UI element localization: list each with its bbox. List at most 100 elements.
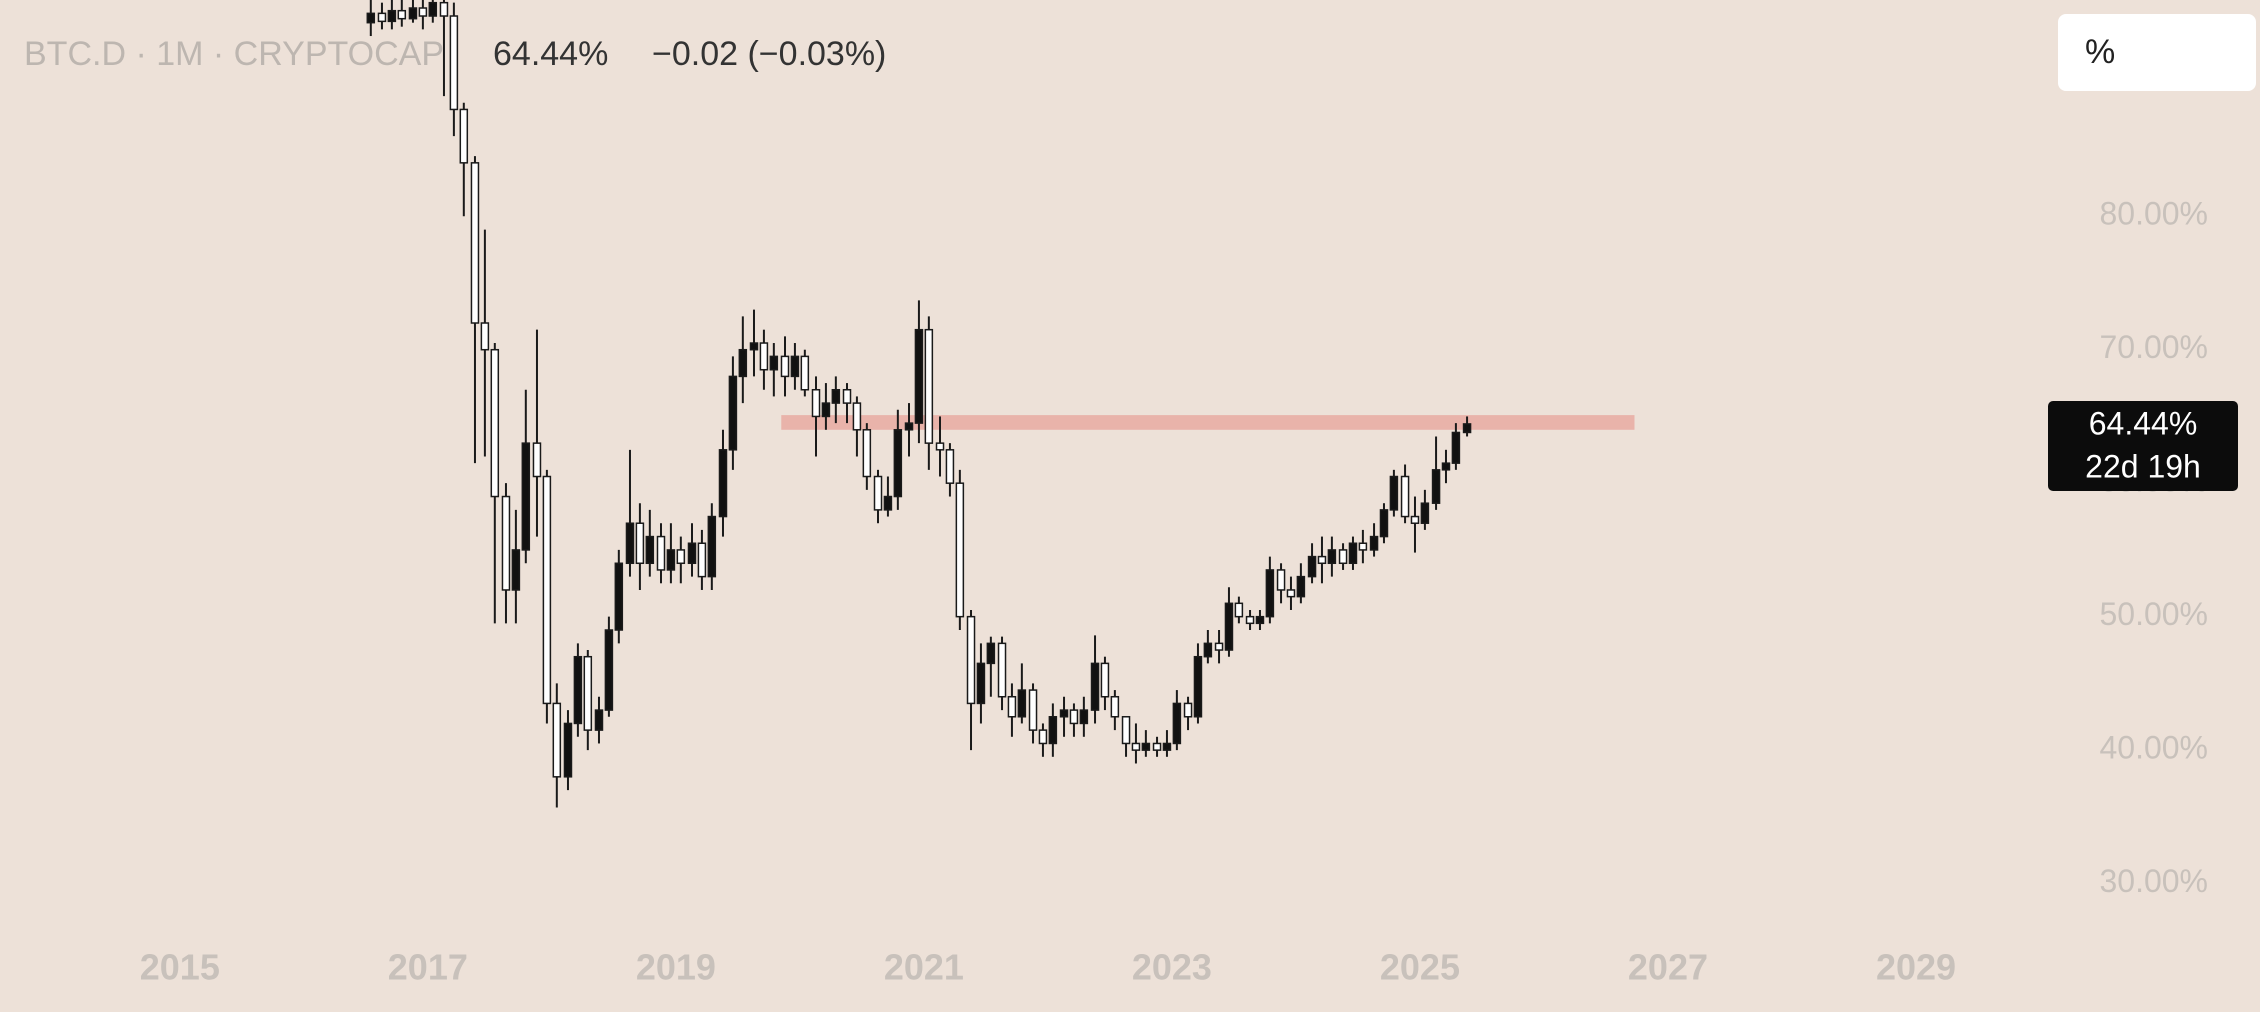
candle-body [842,388,852,404]
countdown: 22d 19h [2085,448,2201,484]
candle-body [852,402,862,431]
candle-body [955,482,965,618]
candle-body [1358,542,1368,551]
candle-body [945,449,955,484]
x-tick-label: 2023 [1132,947,1212,988]
candle-body [666,549,676,571]
candle-body [459,108,469,164]
candle-body [1245,615,1255,625]
candle-body [1451,431,1461,464]
candle-body [1059,709,1069,718]
candle-body [1431,469,1441,504]
candle-body [1276,569,1286,591]
candle-body [1141,742,1151,751]
candle-body [1090,662,1100,711]
candle-body [1121,716,1131,745]
candle-body [604,629,614,711]
x-tick-label: 2015 [140,947,220,988]
candle-body [542,475,552,705]
candle-body [1327,549,1337,565]
candle-body [408,7,418,20]
candle-body [1048,716,1058,745]
candle-body [635,522,645,565]
y-tick-label: 70.00% [2099,329,2208,365]
price-label: 64.44% [2089,405,2198,441]
candle-body [1317,555,1327,565]
x-tick-label: 2019 [636,947,716,988]
candle-body [873,475,883,511]
candle-body [966,615,976,705]
candle-body [366,12,376,24]
candle-body [449,15,459,111]
candle-body [594,709,604,731]
candle-body [976,662,986,705]
y-tick-label: 80.00% [2099,196,2208,232]
candle-body [800,355,810,391]
candle-body [614,562,624,631]
candle-body [1069,709,1079,725]
candle-body [1420,502,1430,524]
candle-body [470,162,480,324]
candle-body [883,495,893,511]
y-tick-label: 50.00% [2099,596,2208,632]
candle-body [1265,569,1275,618]
candle-body [811,388,821,418]
candle-body [1462,423,1472,434]
candle-body [1172,702,1182,745]
price-label-box [2048,401,2238,491]
candle-body [552,702,562,778]
candle-body [697,542,707,578]
candle-body [1379,509,1389,538]
candle-body [749,342,759,351]
candle-body [511,549,521,591]
candle-body [1017,689,1027,718]
candle-body [718,449,728,518]
candle-body [1338,549,1348,565]
y-tick-label: 40.00% [2099,730,2208,766]
candle-body [1389,475,1399,511]
candle-body [821,402,831,418]
candle-body [1348,542,1358,565]
candle-body [924,328,934,444]
candle-body [1007,695,1017,718]
candle-body [397,9,407,20]
candle-body [480,322,490,351]
candle-body [418,7,428,17]
candle-body [1193,655,1203,718]
candle-body [625,522,635,565]
candle-body [904,422,914,431]
scale-button-label[interactable]: % [2085,33,2115,71]
candle-body [1079,709,1089,725]
candle-body [707,515,717,578]
scale-button[interactable] [2058,14,2256,91]
y-tick-label: 30.00% [2099,863,2208,899]
candle-body [780,355,790,378]
change: −0.02 (−0.03%) [652,35,886,73]
candle-body [1038,729,1048,745]
candle-body [790,355,800,378]
candle-body [738,348,748,378]
symbol: BTC.D · 1M · CRYPTOCAP [24,35,444,73]
candle-body [532,442,542,478]
candle-body [583,655,593,731]
candle-body [387,9,397,23]
x-tick-label: 2029 [1876,947,1956,988]
candle-body [428,1,438,17]
candle-body [831,388,841,404]
candle-body [1410,515,1420,524]
candle-body [687,542,697,565]
candle-body [1214,642,1224,651]
overlay: BTC.D · 1M · CRYPTOCAP 64.44% −0.02 (−0.… [24,14,2256,91]
candle-body [676,549,686,565]
candle-body [997,642,1007,698]
resistance-zone [781,415,1635,430]
last-value: 64.44% [493,35,608,73]
plot-area [366,0,1635,808]
candle-body [1152,742,1162,751]
candle-body [1162,742,1172,751]
candle-body [1183,702,1193,718]
candle-body [893,429,903,498]
candle-body [656,535,666,571]
candle-body [1400,475,1410,518]
